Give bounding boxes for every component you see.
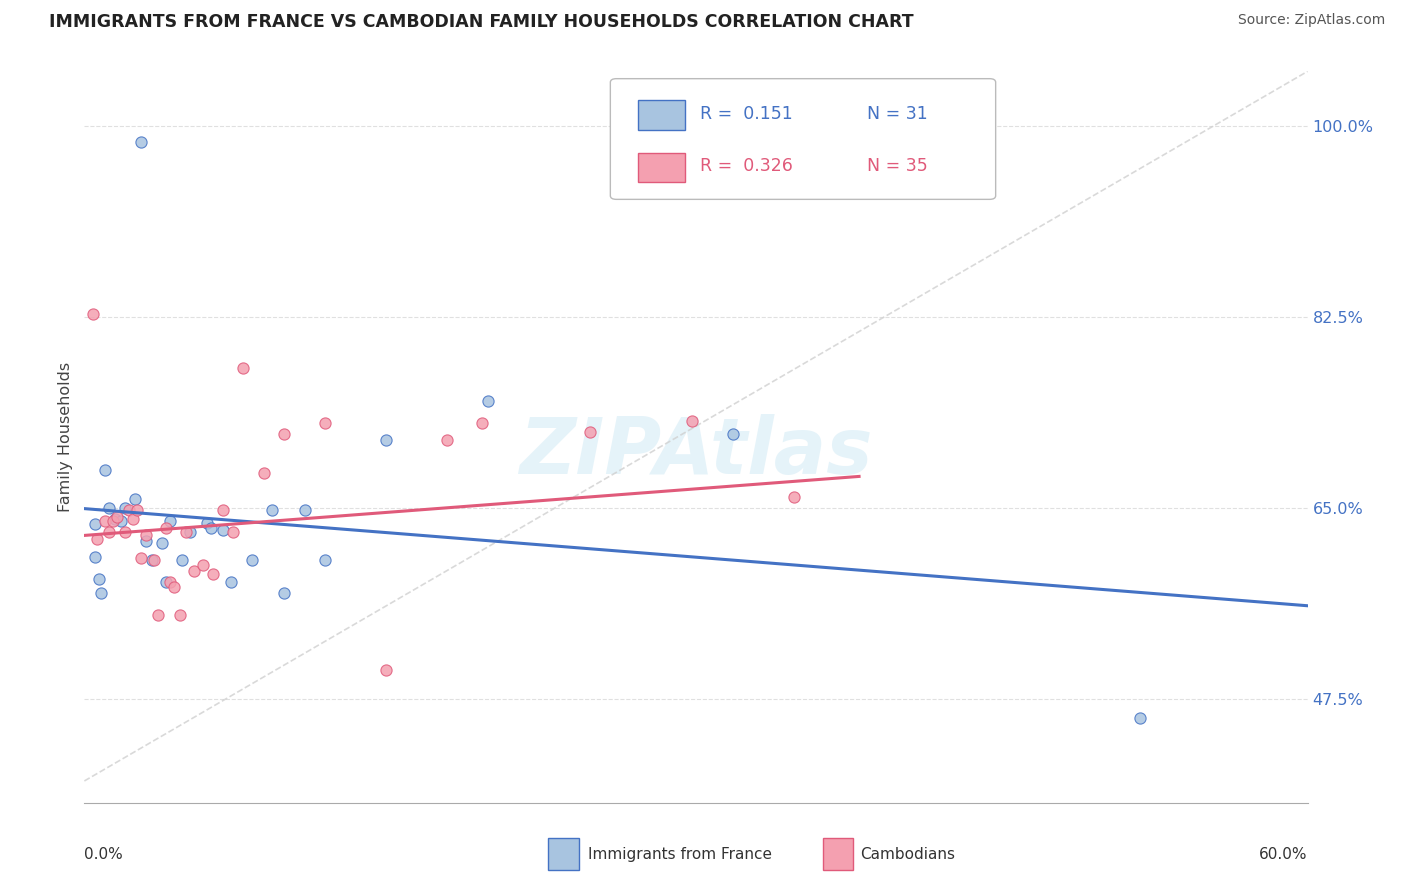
Point — [1129, 711, 1152, 725]
Text: Source: ZipAtlas.com: Source: ZipAtlas.com — [1237, 13, 1385, 28]
Point — [104, 512, 127, 526]
Point — [90, 586, 112, 600]
Point — [124, 492, 146, 507]
Point — [93, 514, 115, 528]
Text: 0.0%: 0.0% — [84, 847, 124, 862]
Point — [253, 466, 276, 480]
Point — [260, 503, 283, 517]
Point — [114, 524, 136, 539]
Text: IMMIGRANTS FROM FRANCE VS CAMBODIAN FAMILY HOUSEHOLDS CORRELATION CHART: IMMIGRANTS FROM FRANCE VS CAMBODIAN FAMI… — [49, 13, 914, 31]
Point — [212, 503, 235, 517]
Point — [135, 533, 157, 548]
Point — [146, 607, 169, 622]
Point — [273, 426, 295, 441]
Text: 60.0%: 60.0% — [1260, 847, 1308, 862]
Text: R =  0.151: R = 0.151 — [700, 105, 793, 123]
Point — [314, 553, 336, 567]
Point — [114, 501, 136, 516]
Point — [122, 512, 145, 526]
Point — [681, 414, 703, 428]
Point — [82, 307, 104, 321]
Point — [201, 566, 224, 581]
Point — [471, 416, 494, 430]
Text: ZIPAtlas: ZIPAtlas — [519, 414, 873, 490]
Text: Immigrants from France: Immigrants from France — [588, 847, 772, 862]
Point — [110, 514, 132, 528]
Point — [721, 426, 744, 441]
Point — [105, 509, 128, 524]
Point — [172, 553, 194, 567]
Point — [240, 553, 263, 567]
FancyBboxPatch shape — [638, 101, 685, 130]
FancyBboxPatch shape — [638, 153, 685, 182]
Point — [142, 553, 165, 567]
Point — [83, 550, 105, 565]
FancyBboxPatch shape — [610, 78, 995, 200]
Point — [83, 517, 105, 532]
Point — [93, 463, 115, 477]
Point — [179, 524, 201, 539]
Point — [232, 361, 254, 376]
Point — [200, 521, 222, 535]
Text: R =  0.326: R = 0.326 — [700, 157, 793, 175]
Point — [273, 586, 295, 600]
Point — [783, 490, 806, 504]
Point — [127, 503, 149, 517]
Point — [163, 580, 186, 594]
Point — [97, 501, 120, 516]
Point — [159, 514, 181, 528]
Point — [395, 841, 418, 855]
Point — [169, 607, 191, 622]
Point — [155, 575, 177, 590]
Point — [87, 572, 110, 586]
Point — [436, 434, 458, 448]
Point — [86, 532, 108, 546]
Y-axis label: Family Households: Family Households — [58, 362, 73, 512]
Point — [135, 528, 157, 542]
Point — [141, 553, 163, 567]
Point — [195, 516, 218, 531]
Point — [131, 551, 153, 566]
Point — [212, 523, 235, 537]
Point — [222, 524, 245, 539]
Point — [375, 663, 398, 677]
Point — [191, 558, 214, 572]
Point — [101, 514, 124, 528]
Point — [314, 416, 336, 430]
Point — [477, 394, 499, 409]
Point — [118, 503, 141, 517]
Text: Cambodians: Cambodians — [860, 847, 956, 862]
Point — [579, 425, 602, 439]
Point — [131, 136, 153, 150]
Point — [150, 536, 173, 550]
Point — [174, 524, 197, 539]
Point — [219, 575, 242, 590]
Point — [155, 521, 177, 535]
Point — [97, 524, 120, 539]
Point — [294, 503, 316, 517]
Point — [375, 434, 398, 448]
Text: N = 31: N = 31 — [868, 105, 928, 123]
Text: N = 35: N = 35 — [868, 157, 928, 175]
Point — [159, 575, 181, 590]
Point — [183, 565, 205, 579]
